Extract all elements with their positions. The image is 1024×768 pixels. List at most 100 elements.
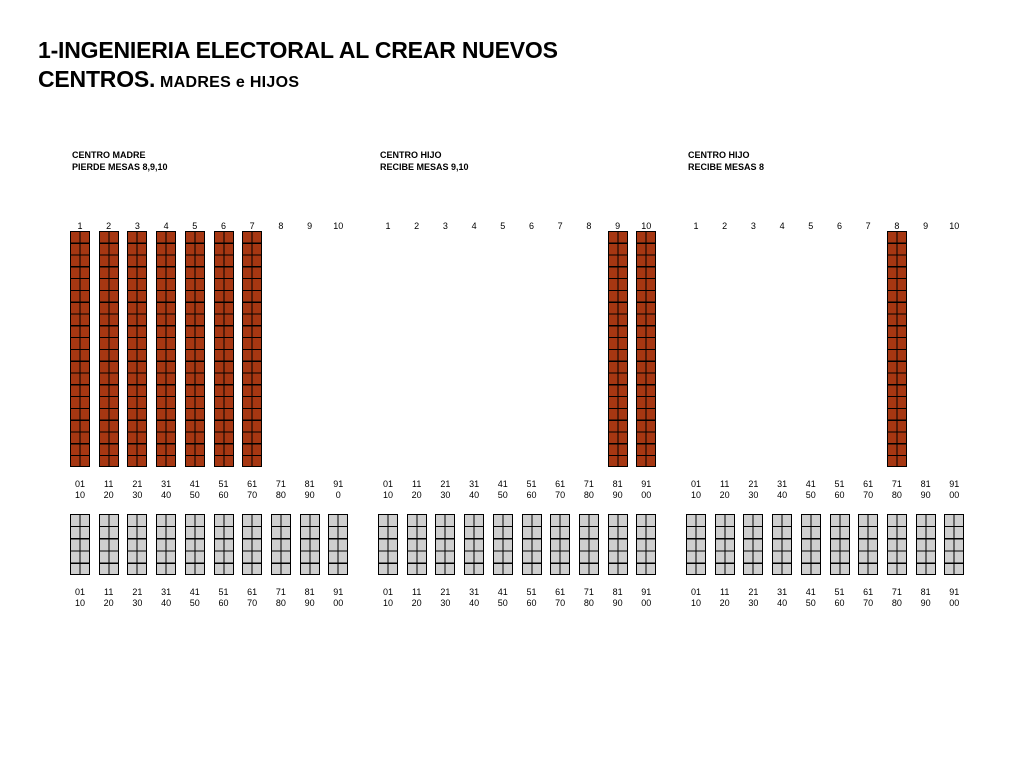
elector-block [550, 514, 571, 575]
mesa-column [184, 231, 205, 467]
mesa-number: 3 [134, 221, 140, 231]
lower-range-start-label: 51 [218, 587, 229, 597]
elector-block [578, 514, 599, 575]
lower-range-start-label: 21 [748, 587, 759, 597]
lower-range-end-label: 30 [748, 598, 759, 608]
elector-block [213, 514, 234, 575]
mesa-column [607, 231, 628, 467]
lower-range-start-label: 81 [612, 587, 623, 597]
range-end-label: 70 [863, 490, 874, 500]
mesa-number: 2 [106, 221, 112, 231]
range-start-label: 11 [104, 479, 114, 489]
mesa-column [886, 231, 907, 467]
range-start-label: 91 [333, 479, 344, 489]
range-end-label: 0 [335, 490, 341, 500]
range-start-label: 81 [920, 479, 931, 489]
range-start-label: 61 [863, 479, 874, 489]
lower-range-end-label: 70 [247, 598, 258, 608]
lower-range-start-label: 81 [304, 587, 315, 597]
lower-range-start-label: 11 [412, 587, 422, 597]
title-subtitle: MADRES e HIJOS [155, 74, 300, 91]
lower-range-end-label: 40 [777, 598, 788, 608]
mesa-number: 7 [865, 221, 871, 231]
range-start-label: 41 [497, 479, 508, 489]
mesa-column [98, 231, 119, 467]
panel-label-action: RECIBE MESAS 9,10 [380, 162, 469, 172]
mesa-number: 5 [500, 221, 506, 231]
mesa-number: 2 [722, 221, 728, 231]
elector-block [492, 514, 513, 575]
lower-range-start-label: 41 [497, 587, 508, 597]
mesa-number: 10 [641, 221, 652, 231]
lower-range-end-label: 40 [161, 598, 172, 608]
mesa-column [70, 231, 90, 467]
elector-block [270, 514, 291, 575]
lower-range-start-label: 31 [161, 587, 172, 597]
lower-range-start-label: 01 [74, 587, 85, 597]
range-start-label: 21 [132, 479, 143, 489]
range-start-label: 11 [720, 479, 730, 489]
mesa-number: 9 [307, 221, 313, 231]
range-end-label: 20 [103, 490, 114, 500]
panel-label-name: CENTRO HIJO [380, 150, 442, 160]
mesa-number: 8 [278, 221, 284, 231]
range-end-label: 10 [382, 490, 393, 500]
range-start-label: 71 [275, 479, 286, 489]
range-end-label: 40 [161, 490, 172, 500]
lower-range-end-label: 90 [920, 598, 931, 608]
range-start-label: 01 [690, 479, 701, 489]
lower-range-end-label: 80 [275, 598, 286, 608]
range-start-label: 61 [555, 479, 566, 489]
range-end-label: 80 [583, 490, 594, 500]
lower-range-end-label: 20 [411, 598, 422, 608]
range-end-label: 90 [612, 490, 623, 500]
mesa-column [242, 231, 263, 467]
range-end-label: 70 [555, 490, 566, 500]
elector-block [829, 514, 850, 575]
mesa-number: 7 [249, 221, 255, 231]
mesa-number: 3 [750, 221, 756, 231]
range-start-label: 51 [834, 479, 845, 489]
lower-range-start-label: 21 [132, 587, 143, 597]
range-end-label: 90 [304, 490, 315, 500]
range-end-label: 70 [247, 490, 258, 500]
mesa-number: 8 [586, 221, 592, 231]
range-end-label: 00 [641, 490, 652, 500]
range-end-label: 40 [469, 490, 480, 500]
range-start-label: 31 [161, 479, 172, 489]
lower-range-end-label: 80 [891, 598, 902, 608]
lower-range-end-label: 00 [641, 598, 652, 608]
range-start-label: 21 [748, 479, 759, 489]
mesa-number: 9 [615, 221, 621, 231]
range-start-label: 01 [74, 479, 85, 489]
lower-range-end-label: 10 [74, 598, 85, 608]
lower-range-end-label: 50 [497, 598, 508, 608]
lower-range-start-label: 31 [777, 587, 788, 597]
mesa-column [127, 231, 148, 467]
mesa-number: 6 [836, 221, 842, 231]
range-start-label: 41 [189, 479, 200, 489]
lower-range-start-label: 91 [333, 587, 344, 597]
lower-range-start-label: 31 [469, 587, 480, 597]
range-start-label: 71 [891, 479, 902, 489]
elector-block [886, 514, 907, 575]
lower-range-start-label: 61 [863, 587, 874, 597]
lower-range-start-label: 41 [805, 587, 816, 597]
lower-range-start-label: 01 [382, 587, 393, 597]
panel-label-name: CENTRO HIJO [688, 150, 750, 160]
elector-block [686, 514, 706, 575]
panel-label-action: RECIBE MESAS 8 [688, 162, 765, 172]
range-end-label: 50 [497, 490, 508, 500]
lower-range-end-label: 30 [440, 598, 451, 608]
elector-block [772, 514, 793, 575]
range-end-label: 60 [526, 490, 537, 500]
elector-block [636, 514, 657, 575]
mesa-number: 5 [192, 221, 198, 231]
mesa-column [213, 231, 234, 467]
title-line-2: CENTROS. [38, 66, 156, 92]
range-end-label: 00 [949, 490, 960, 500]
lower-range-start-label: 41 [189, 587, 200, 597]
mesa-column [156, 231, 177, 467]
lower-range-end-label: 60 [834, 598, 845, 608]
mesa-number: 10 [333, 221, 344, 231]
